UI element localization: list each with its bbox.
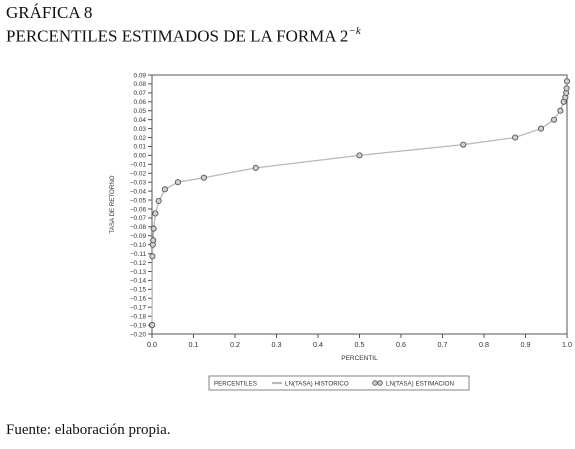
figure-title: PERCENTILES ESTIMADOS DE LA FORMA 2−k [6, 23, 361, 46]
marker-point [460, 141, 467, 148]
chart-legend: PERCENTILES LN(TASA) HISTORICO LN(TASA) ES… [208, 375, 470, 391]
y-tick-label: −0.01 [130, 162, 147, 169]
legend-entry-historico: LN(TASA) HISTORICO [285, 381, 349, 388]
marker-point [152, 210, 159, 217]
x-tick-label: 0.1 [189, 340, 199, 349]
x-tick-label: 0.0 [147, 340, 157, 349]
source-note: Fuente: elaboración propia. [6, 422, 171, 438]
y-tick-label: 0.00 [134, 153, 147, 160]
figure-title-text: PERCENTILES ESTIMADOS DE LA FORMA 2 [6, 26, 349, 46]
x-tick-label: 0.7 [438, 340, 448, 349]
y-tick-label: −0.10 [130, 242, 147, 249]
y-tick-label: −0.04 [130, 188, 147, 195]
marker-point [538, 125, 545, 132]
x-tick-label: 0.9 [521, 340, 531, 349]
x-tick-label: 1.0 [562, 340, 572, 349]
y-tick-label: −0.12 [130, 260, 147, 267]
y-tick-label: 0.02 [134, 135, 147, 142]
y-axis-label: TASA DE RETORNO [109, 175, 116, 233]
marker-point [161, 186, 168, 193]
series-line-historico [151, 82, 568, 326]
legend-swatch-estimacion-a [372, 380, 378, 386]
x-tick-label: 0.5 [355, 340, 365, 349]
y-tick-label: −0.07 [130, 215, 147, 222]
y-tick-label: −0.16 [130, 296, 147, 303]
x-tick-label: 0.2 [230, 340, 240, 349]
line-layer [151, 82, 568, 326]
y-tick-label: −0.15 [130, 287, 147, 294]
marker-point [550, 116, 558, 123]
marker-point [155, 197, 162, 204]
y-tick-label: −0.03 [130, 179, 147, 186]
plot-frame [151, 74, 568, 335]
y-tick-label: 0.06 [134, 99, 147, 106]
figure-label: GRÁFICA 8 [6, 3, 93, 22]
marker-layer [148, 78, 571, 329]
marker-point [174, 179, 181, 186]
y-tick-label: −0.20 [130, 331, 147, 338]
marker-point [563, 78, 571, 85]
marker-point [557, 107, 564, 114]
y-tick-label: −0.13 [130, 269, 147, 276]
y-tick-label: −0.11 [130, 251, 146, 258]
x-tick-label: 0.4 [313, 340, 323, 349]
legend-swatch-estimacion-b [377, 380, 383, 386]
y-tick-label: 0.01 [134, 144, 147, 151]
marker-point [356, 152, 363, 159]
y-tick-label: −0.08 [130, 224, 147, 231]
y-tick-label: 0.08 [134, 81, 147, 88]
x-axis-label: PERCENTIL [341, 355, 378, 362]
y-tick-label: 0.03 [134, 126, 147, 133]
y-tick-label: −0.05 [130, 197, 147, 204]
y-tick-label: 0.05 [134, 108, 147, 115]
marker-point [150, 237, 157, 244]
y-tick-label: −0.14 [130, 278, 147, 285]
x-tick-label: 0.3 [272, 340, 282, 349]
marker-point [512, 134, 519, 141]
y-tick-label: −0.17 [130, 305, 147, 312]
marker-point [200, 174, 207, 181]
legend-box [208, 375, 470, 391]
chart-axes: 0.090.080.070.060.050.040.030.020.010.00… [109, 72, 572, 362]
y-tick-label: −0.02 [130, 171, 147, 178]
y-tick-label: −0.06 [130, 206, 147, 213]
legend-title: PERCENTILES [214, 381, 257, 388]
x-tick-label: 0.6 [396, 340, 406, 349]
figure-title-exponent: −k [348, 25, 361, 37]
marker-point [252, 164, 259, 171]
marker-point [149, 253, 156, 260]
y-tick-label: −0.18 [130, 313, 147, 320]
marker-point [149, 322, 156, 329]
y-tick-label: −0.19 [130, 322, 147, 329]
marker-point [563, 85, 570, 92]
x-tick-label: 0.8 [479, 340, 489, 349]
y-tick-label: −0.09 [130, 233, 147, 240]
legend-entry-estimacion: LN(TASA) ESTIMACION [386, 381, 454, 388]
y-tick-label: 0.09 [134, 72, 147, 79]
marker-point [150, 225, 157, 232]
y-tick-label: 0.07 [134, 90, 147, 97]
y-tick-label: 0.04 [134, 117, 147, 124]
